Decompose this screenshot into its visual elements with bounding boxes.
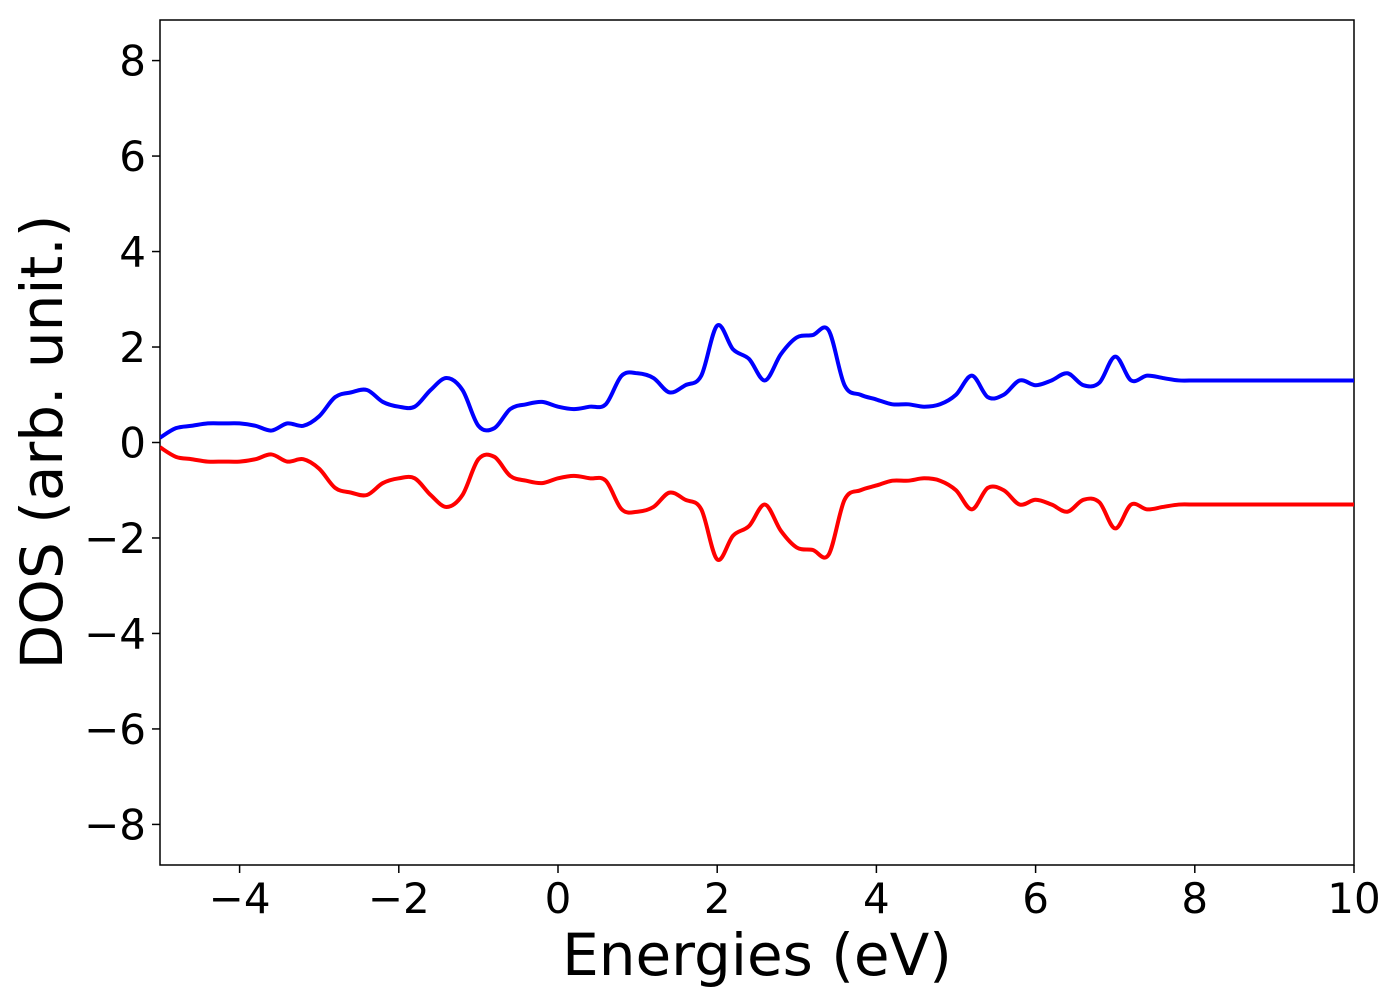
x-tick-label: −4 — [209, 874, 271, 923]
x-tick-label: 6 — [1022, 874, 1049, 923]
x-tick-label: −2 — [368, 874, 430, 923]
series-lines — [160, 323, 1354, 562]
x-axis-label: Energies (eV) — [562, 921, 952, 989]
y-tick-label: 4 — [119, 228, 146, 277]
dos-spin-down-line — [160, 445, 1354, 562]
plot-area — [159, 19, 1355, 866]
y-tick-label: −4 — [84, 609, 146, 658]
x-axis-ticks: −4 −2 0 2 4 6 8 10 — [209, 865, 1381, 923]
y-tick-label: 2 — [119, 323, 146, 372]
y-tick-label: 8 — [119, 37, 146, 86]
x-tick-label: 0 — [545, 874, 572, 923]
x-tick-label: 4 — [863, 874, 890, 923]
y-axis-label: DOS (arb. unit.) — [8, 215, 76, 670]
x-tick-label: 8 — [1181, 874, 1208, 923]
y-tick-label: −2 — [84, 514, 146, 563]
y-tick-label: 6 — [119, 132, 146, 181]
x-tick-label: 2 — [704, 874, 731, 923]
y-tick-label: −6 — [84, 705, 146, 754]
y-tick-label: −8 — [84, 800, 146, 849]
x-tick-label: 10 — [1327, 874, 1380, 923]
y-axis-ticks: −8 −6 −4 −2 0 2 4 6 8 — [84, 37, 160, 849]
dos-spin-up-line — [160, 323, 1354, 440]
y-tick-label: 0 — [119, 419, 146, 468]
